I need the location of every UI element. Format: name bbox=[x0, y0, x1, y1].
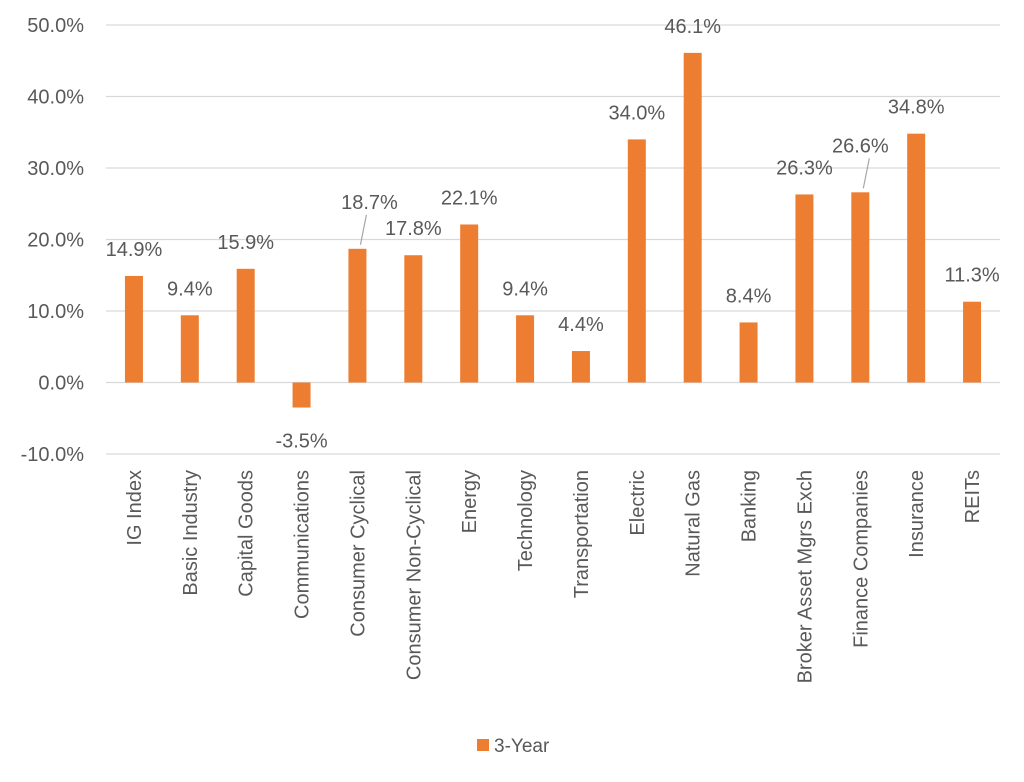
data-label: 17.8% bbox=[385, 218, 442, 240]
bar bbox=[739, 322, 758, 383]
category-label: IG Index bbox=[124, 470, 146, 546]
bar bbox=[851, 192, 870, 383]
data-label: 22.1% bbox=[441, 187, 498, 209]
bar bbox=[180, 315, 199, 383]
bar bbox=[795, 194, 814, 383]
bar bbox=[404, 255, 423, 383]
category-label: Insurance bbox=[906, 470, 928, 558]
data-label: 4.4% bbox=[558, 314, 604, 336]
y-axis-tick-labels: 50.0% 40.0% 30.0% 20.0% 10.0% 0.0% -10.0% bbox=[21, 15, 85, 466]
category-label: Broker Asset Mgrs Exch bbox=[794, 470, 816, 683]
bar bbox=[348, 248, 367, 383]
legend-swatch bbox=[477, 739, 489, 751]
data-label: 26.6% bbox=[832, 135, 889, 157]
category-label: Natural Gas bbox=[683, 470, 705, 577]
data-label: 26.3% bbox=[776, 157, 833, 179]
leader-line bbox=[862, 158, 870, 189]
category-label: REITs bbox=[962, 470, 984, 523]
bar bbox=[683, 52, 702, 383]
data-labels: 14.9%9.4%15.9%-3.5%18.7%17.8%22.1%9.4%4.… bbox=[106, 16, 1000, 453]
bar bbox=[516, 315, 535, 383]
category-label: Finance Companies bbox=[850, 470, 872, 648]
data-label: 14.9% bbox=[106, 239, 163, 261]
bar bbox=[124, 275, 143, 383]
bar bbox=[907, 133, 926, 383]
data-label: 34.8% bbox=[888, 97, 945, 119]
category-label: Energy bbox=[459, 470, 481, 533]
data-label: -3.5% bbox=[275, 431, 327, 453]
category-label: Technology bbox=[515, 470, 537, 571]
data-label: 8.4% bbox=[726, 285, 772, 307]
bars bbox=[124, 52, 982, 408]
data-label: 18.7% bbox=[341, 192, 398, 214]
bar bbox=[236, 268, 255, 383]
y-tick-label: -10.0% bbox=[21, 444, 85, 466]
y-tick-label: 20.0% bbox=[27, 230, 84, 252]
bar bbox=[963, 301, 982, 383]
data-label: 9.4% bbox=[167, 278, 213, 300]
data-label: 46.1% bbox=[664, 16, 721, 38]
data-label: 34.0% bbox=[608, 102, 665, 124]
category-label: Transportation bbox=[571, 470, 593, 598]
x-axis-category-labels: IG Index Basic Industry Capital Goods Commu… bbox=[124, 470, 984, 683]
category-label: Consumer Cyclical bbox=[347, 470, 369, 637]
y-tick-label: 30.0% bbox=[27, 158, 84, 180]
bar bbox=[460, 224, 479, 383]
y-tick-label: 40.0% bbox=[27, 87, 84, 109]
category-label: Communications bbox=[292, 470, 314, 619]
legend: 3-Year bbox=[477, 736, 550, 757]
category-label: Electric bbox=[627, 470, 649, 536]
bar bbox=[627, 139, 646, 383]
bar bbox=[571, 351, 590, 383]
y-tick-label: 50.0% bbox=[27, 15, 84, 37]
data-label: 11.3% bbox=[944, 265, 999, 287]
category-label: Basic Industry bbox=[180, 470, 202, 596]
category-label: Consumer Non-Cyclical bbox=[403, 470, 425, 680]
gridlines bbox=[106, 24, 1000, 455]
legend-label: 3-Year bbox=[494, 736, 550, 757]
data-label: 15.9% bbox=[217, 232, 274, 254]
y-tick-label: 0.0% bbox=[38, 373, 84, 395]
y-tick-label: 10.0% bbox=[27, 301, 84, 323]
category-label: Capital Goods bbox=[236, 470, 258, 597]
bar bbox=[292, 382, 311, 408]
leader-line bbox=[359, 214, 368, 245]
category-label: Banking bbox=[739, 470, 761, 542]
data-label: 9.4% bbox=[502, 278, 548, 300]
